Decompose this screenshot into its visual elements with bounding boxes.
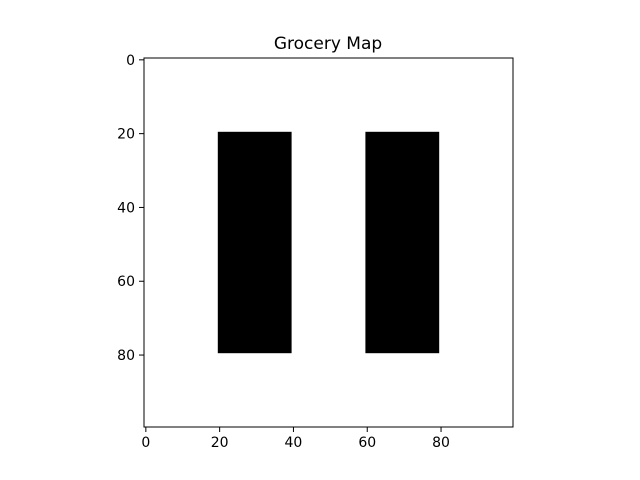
blocks-layer <box>217 131 440 354</box>
y-tick-label: 40 <box>117 200 135 216</box>
y-axis: 0 20 40 60 80 <box>117 53 144 364</box>
x-tick-label: 60 <box>358 435 376 451</box>
y-tick-label: 20 <box>117 127 135 143</box>
x-tick-label: 20 <box>211 435 229 451</box>
shelf-block-1 <box>217 131 292 354</box>
shelf-block-2 <box>365 131 440 354</box>
x-tick-label: 80 <box>432 435 450 451</box>
y-tick-label: 60 <box>117 274 135 290</box>
chart-title: Grocery Map <box>274 34 382 54</box>
plot-background <box>144 58 513 427</box>
x-tick-label: 0 <box>141 435 150 451</box>
x-tick-label: 40 <box>285 435 303 451</box>
y-tick-label: 80 <box>117 348 135 364</box>
plot-frame <box>143 57 514 428</box>
y-tick-label: 0 <box>126 53 135 69</box>
x-axis: 0 20 40 60 80 <box>141 427 450 451</box>
